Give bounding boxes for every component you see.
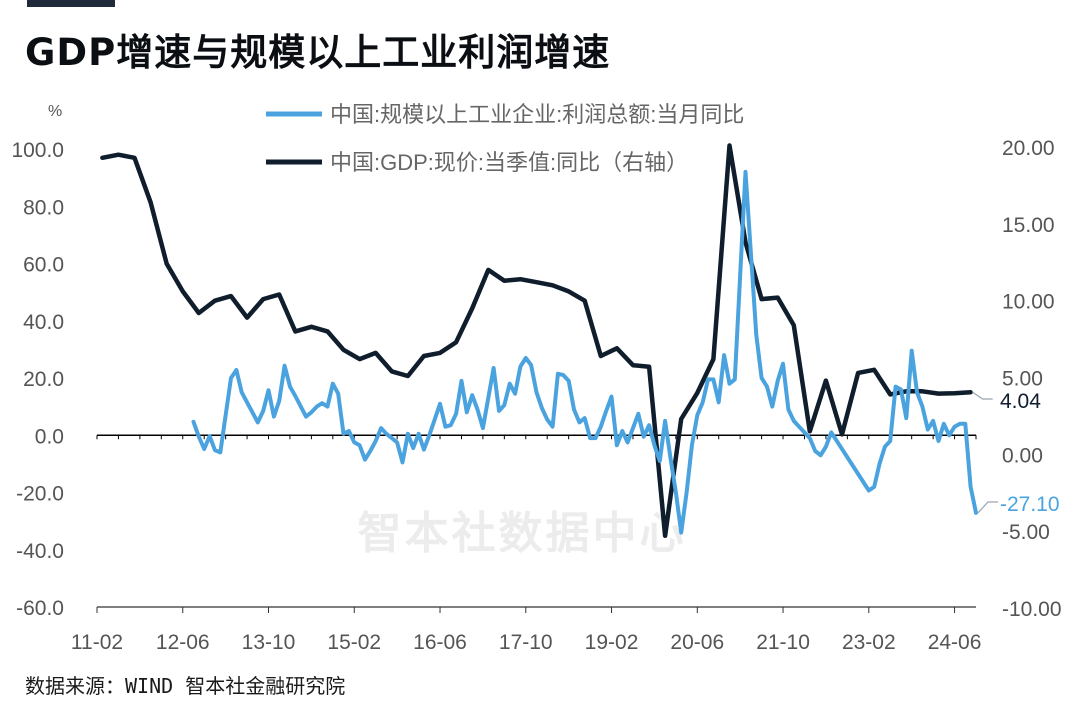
x-tick-label: 16-06 [413,631,467,654]
left-tick-label: -20.0 [16,483,64,506]
left-tick-label: 60.0 [23,254,64,277]
left-tick-label: 80.0 [23,196,64,219]
x-tick-label: 17-10 [499,631,553,654]
legend-label-profit: 中国:规模以上工业企业:利润总额:当月同比 [330,102,744,127]
x-tick-label: 15-02 [327,631,381,654]
left-tick-label: -60.0 [16,597,64,620]
left-tick-label: 100.0 [11,139,64,162]
right-tick-label: 15.00 [1002,214,1055,237]
right-tick-label: 20.00 [1002,137,1055,160]
watermark-text: 智本社数据中心 [358,509,687,558]
top-accent-bar [27,0,115,7]
x-tick-label: 19-02 [585,631,639,654]
x-tick-label: 20-06 [670,631,724,654]
left-tick-label: 0.0 [35,425,64,448]
x-tick-label: 11-02 [71,631,123,654]
right-tick-label: 0.00 [1002,444,1043,467]
left-tick-label: 20.0 [23,368,64,391]
gdp-last-value-label: 4.04 [1000,390,1041,413]
right-tick-label: 10.00 [1002,291,1055,314]
right-tick-label: -5.00 [1002,521,1050,544]
gdp-label-leader [972,391,993,400]
x-tick-label: 13-10 [242,631,296,654]
profit-last-value-label: -27.10 [1000,493,1060,516]
profit-growth-line [191,169,978,535]
right-tick-label: -10.00 [1002,598,1062,621]
left-tick-label: 40.0 [23,311,64,334]
x-tick-label: 12-06 [156,631,210,654]
right-tick-label: 5.00 [1002,368,1043,391]
left-tick-label: -40.0 [16,540,64,563]
source-note: 数据来源：WIND 智本社金融研究院 [25,674,346,698]
chart-title: GDP增速与规模以上工业利润增速 [25,31,611,74]
profit-label-leader [977,501,998,514]
gdp-growth-line [100,143,973,539]
left-axis-unit: % [48,103,62,120]
x-tick-label: 24-06 [928,631,982,654]
legend-label-gdp: 中国:GDP:现价:当季值:同比（右轴） [330,150,688,175]
x-tick-label: 23-02 [842,631,896,654]
x-tick-label: 21-10 [756,631,810,654]
